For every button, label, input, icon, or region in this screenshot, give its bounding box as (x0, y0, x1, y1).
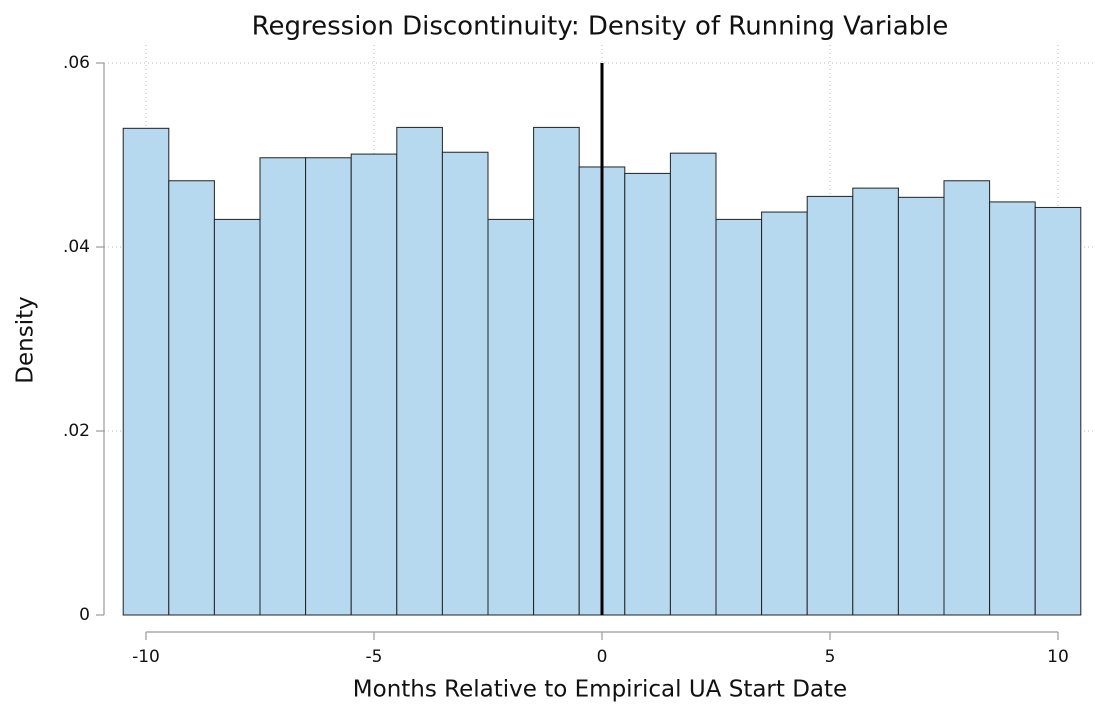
bar (213, 218, 261, 616)
chart-title: Regression Discontinuity: Density of Run… (252, 12, 949, 42)
bar (989, 201, 1036, 616)
bar (624, 172, 671, 616)
y-tick-label: .04 (63, 237, 90, 257)
x-tick-label: -10 (132, 647, 160, 667)
bar (1034, 206, 1082, 616)
bar (122, 127, 170, 616)
bar (396, 126, 443, 616)
y-tick-label: 0 (79, 605, 90, 625)
x-axis-label: Months Relative to Empirical UA Start Da… (353, 677, 847, 703)
bar (350, 153, 398, 616)
y-tick-label: .06 (63, 53, 90, 73)
x-tick-label: 10 (1047, 647, 1069, 667)
bar (943, 180, 991, 616)
x-tick-label: 5 (825, 647, 836, 667)
bar (441, 151, 489, 616)
bar (669, 152, 717, 616)
bar (852, 187, 899, 616)
bar (715, 218, 763, 616)
bar (533, 126, 580, 616)
y-axis-label: Density (13, 296, 39, 383)
bar (259, 157, 307, 616)
x-tick-label: 0 (597, 647, 608, 667)
y-tick-label: .02 (63, 421, 90, 441)
bar (806, 195, 854, 616)
bar (305, 157, 352, 616)
bar (761, 211, 808, 616)
bar (487, 218, 535, 616)
bar (897, 196, 945, 616)
bar (168, 180, 215, 616)
x-tick-label: -5 (366, 647, 383, 667)
